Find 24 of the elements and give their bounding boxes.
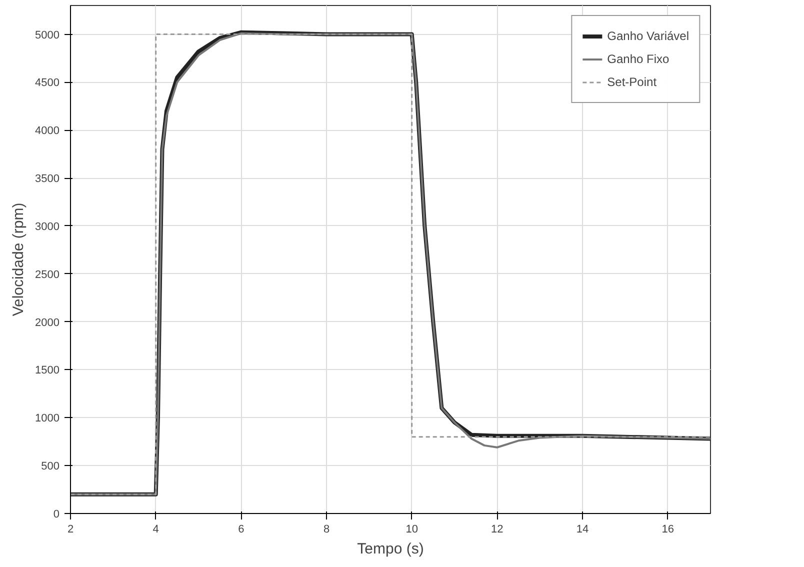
legend-label: Ganho Fixo <box>607 52 670 66</box>
y-tick-label: 4500 <box>35 77 60 90</box>
x-tick-label: 8 <box>323 524 330 536</box>
y-tick-label: 3500 <box>35 173 60 186</box>
x-axis-title: Tempo (s) <box>357 540 424 558</box>
x-tick-label: 14 <box>576 524 589 536</box>
legend-label: Set-Point <box>607 75 657 89</box>
y-tick-label: 2500 <box>35 268 60 281</box>
y-tick-label: 3000 <box>35 220 60 233</box>
x-tick-label: 10 <box>406 524 418 536</box>
y-tick-label: 0 <box>53 508 60 520</box>
y-axis-title: Velocidade (rpm) <box>10 202 28 316</box>
x-tick-label: 2 <box>67 524 74 536</box>
y-tick-label: 500 <box>41 460 60 473</box>
y-tick-label: 4000 <box>35 125 60 138</box>
y-tick-label: 1000 <box>35 412 60 425</box>
y-tick-label: 5000 <box>35 29 60 42</box>
x-tick-label: 6 <box>238 524 244 536</box>
x-tick-label: 4 <box>152 524 159 536</box>
y-tick-label: 1500 <box>35 364 60 377</box>
legend-label: Ganho Variável <box>607 29 689 43</box>
x-tick-label: 16 <box>662 524 674 536</box>
x-tick-label: 12 <box>491 524 504 536</box>
y-tick-label: 2000 <box>35 316 60 329</box>
